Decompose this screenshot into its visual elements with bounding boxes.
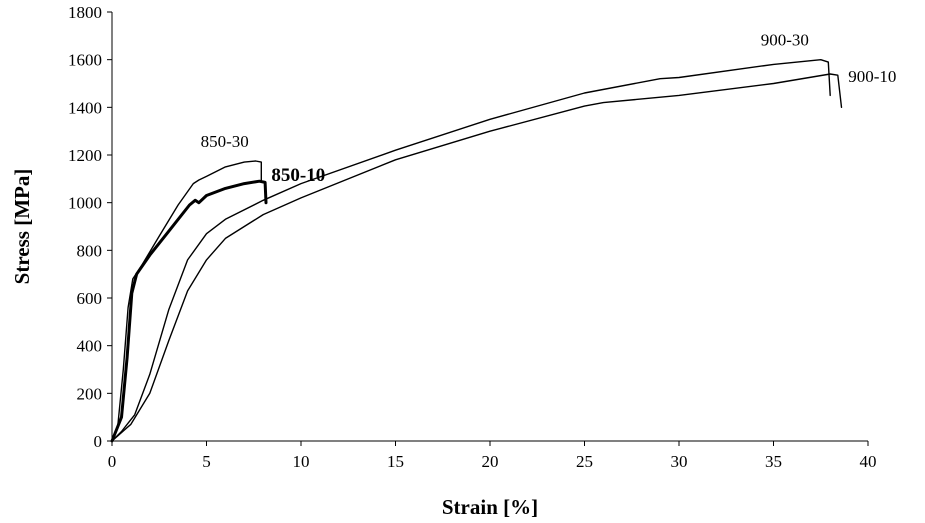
series-label: 900-30 bbox=[761, 31, 809, 50]
x-tick-label: 15 bbox=[387, 452, 404, 471]
y-tick-label: 1600 bbox=[68, 51, 102, 70]
y-tick-label: 600 bbox=[77, 289, 103, 308]
y-tick-label: 1200 bbox=[68, 146, 102, 165]
x-axis-title: Strain [%] bbox=[442, 495, 538, 519]
series-line-850-10 bbox=[110, 179, 268, 443]
y-tick-label: 1400 bbox=[68, 98, 102, 117]
y-tick-label: 200 bbox=[77, 384, 103, 403]
x-axis-ticks: 0 5 10 15 20 25 30 35 40 bbox=[108, 441, 877, 471]
series-labels: 850-30 850-10 900-30 900-10 bbox=[201, 31, 897, 187]
x-tick-label: 5 bbox=[202, 452, 211, 471]
data-series bbox=[110, 59, 843, 443]
series-label: 900-10 bbox=[848, 67, 896, 86]
x-tick-label: 25 bbox=[576, 452, 593, 471]
y-axis-title: Stress [MPa] bbox=[10, 169, 34, 285]
y-tick-label: 800 bbox=[77, 241, 103, 260]
y-tick-label: 0 bbox=[94, 432, 103, 451]
plot-area: 0 200 400 600 800 1000 1200 1400 1600 1800 0 5 10 15… bbox=[68, 3, 896, 471]
series-label: 850-30 bbox=[201, 132, 249, 151]
y-tick-label: 400 bbox=[77, 337, 103, 356]
x-tick-label: 20 bbox=[482, 452, 499, 471]
x-tick-label: 0 bbox=[108, 452, 117, 471]
series-line-900-30 bbox=[111, 59, 831, 442]
y-tick-label: 1000 bbox=[68, 194, 102, 213]
x-tick-label: 40 bbox=[860, 452, 877, 471]
series-label: 850-10 bbox=[271, 165, 325, 186]
x-tick-label: 10 bbox=[293, 452, 310, 471]
y-axis-ticks: 0 200 400 600 800 1000 1200 1400 1600 1800 bbox=[68, 3, 112, 451]
series-line-900-10 bbox=[111, 73, 843, 442]
y-tick-label: 1800 bbox=[68, 3, 102, 22]
x-tick-label: 35 bbox=[765, 452, 782, 471]
series-line-850-30 bbox=[111, 160, 262, 442]
x-tick-label: 30 bbox=[671, 452, 688, 471]
